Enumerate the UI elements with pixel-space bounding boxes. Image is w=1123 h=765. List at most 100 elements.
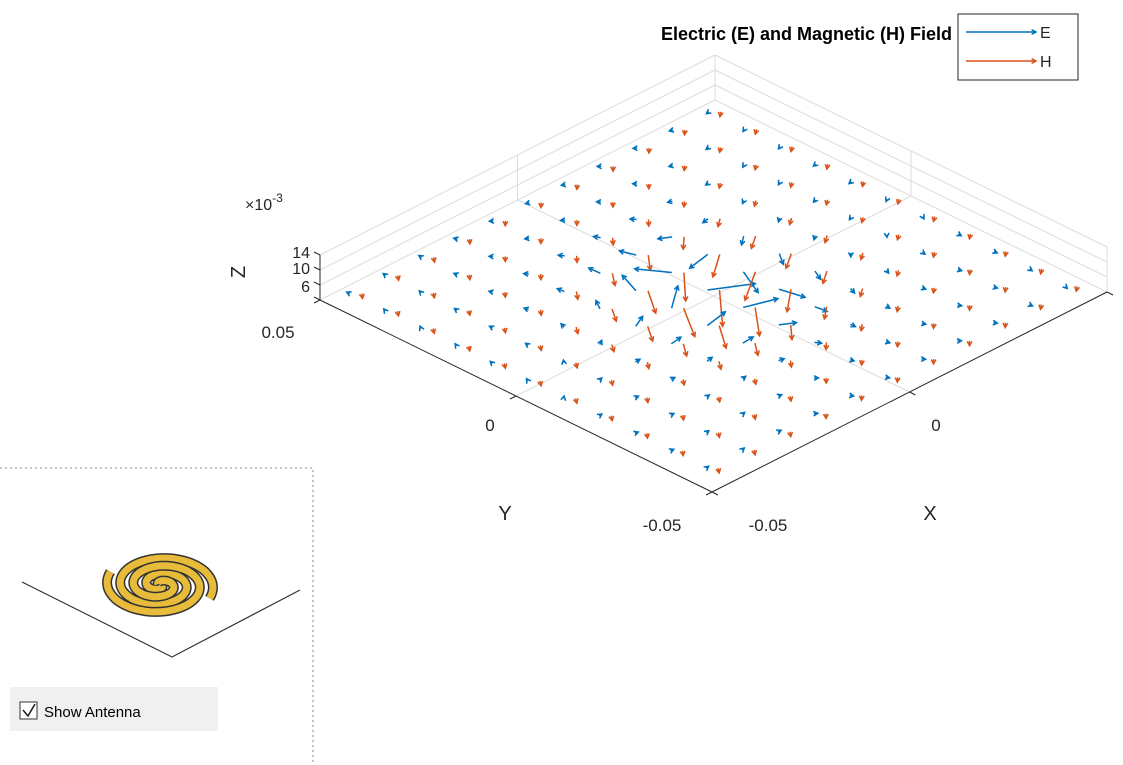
field-arrow [930,359,937,366]
field-arrow [742,296,780,309]
checkbox-label[interactable]: Show Antenna [44,704,141,721]
z-tick [313,281,321,286]
field-arrow [656,235,673,242]
field-arrow [488,325,495,331]
field-arrow [777,179,784,187]
field-arrow [749,235,757,250]
field-arrow [706,356,714,363]
field-arrow [454,342,460,349]
field-arrow [643,433,650,440]
field-arrow [418,324,425,332]
field-arrow [670,336,683,345]
z-tick [313,251,321,256]
field-arrow [705,108,712,115]
field-arrow [1027,265,1034,272]
field-arrow [884,303,892,309]
field-arrow [992,284,999,291]
field-arrow [930,323,937,330]
field-arrow [688,253,709,270]
legend-box [957,13,1079,81]
field-arrow [466,310,473,317]
field-arrow [556,252,565,259]
field-arrow [628,216,637,223]
field-arrow [635,315,644,327]
field-arrow [967,233,974,241]
field-arrow [784,289,792,314]
field-arrow [753,129,760,136]
field-arrow [1002,251,1009,258]
z-tick-label: 10 [292,261,310,278]
checkbox[interactable] [19,701,38,720]
field-arrow [633,394,640,401]
field-arrow [382,272,389,279]
field-arrow [591,234,601,241]
field-arrow [501,292,508,299]
field-arrow [784,253,793,270]
field-arrow [524,199,531,206]
field-arrow [966,28,1038,36]
field-arrow [776,429,783,435]
field-arrow [847,178,855,185]
field-arrow [776,393,784,400]
field-arrow [739,446,746,453]
field-arrow [668,448,676,454]
field-arrow [884,196,891,203]
y-tick-label: 0.05 [261,323,294,342]
y-label: Y [498,503,511,525]
field-arrow [611,273,618,288]
field-arrow [487,217,495,224]
checkbox-row[interactable] [10,687,218,731]
field-arrow [644,361,651,371]
field-arrow [966,57,1038,65]
field-arrow [787,431,794,439]
antenna-ground [21,581,301,658]
field-arrow [647,290,658,315]
field-arrow [596,413,604,419]
field-arrow [670,284,680,309]
field-arrow [394,275,401,282]
field-arrow [992,319,999,326]
field-arrow [814,306,829,313]
field-arrow [777,143,784,151]
field-arrow [824,199,831,207]
field-arrow [920,320,928,327]
field-arrow [812,234,819,242]
z-tick [313,266,321,271]
field-arrow [858,395,865,402]
field-arrow [966,269,973,277]
z-exponent-base: ×10 [245,197,272,214]
field-arrow [681,201,688,209]
field-arrow [740,375,747,382]
field-arrow [715,467,722,475]
field-arrow [1002,322,1009,330]
field-arrow [822,306,829,321]
field-arrow [717,111,724,119]
field-arrow [847,252,854,259]
field-arrow [883,232,890,239]
field-arrow [644,397,651,405]
panel-border [0,467,314,765]
field-arrow [931,216,938,223]
field-arrow [558,217,566,224]
field-arrow [679,450,686,458]
field-arrow [823,377,830,385]
field-arrow [1038,268,1045,276]
field-arrow [669,376,677,383]
field-arrow [716,218,723,229]
field-arrow [633,266,672,274]
field-arrow [681,165,688,173]
field-arrow [597,338,603,346]
field-arrow [594,198,602,206]
field-arrow [848,392,856,399]
field-arrow [788,146,795,154]
field-arrow [537,273,544,282]
field-arrow [358,293,365,300]
field-arrow [956,231,963,237]
field-arrow [860,181,867,188]
field-arrow [883,268,890,275]
field-arrow [787,217,794,227]
field-arrow [751,449,758,457]
field-arrow [611,308,618,323]
field-arrow [1062,283,1069,290]
field-arrow [858,324,865,333]
